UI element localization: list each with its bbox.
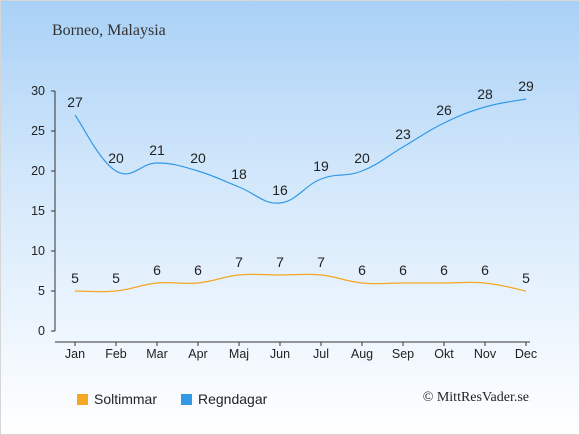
data-label-soltimmar: 5 bbox=[71, 270, 79, 286]
data-label-regndagar: 26 bbox=[436, 102, 452, 118]
chart-title: Borneo, Malaysia bbox=[52, 22, 166, 39]
data-label-regndagar: 20 bbox=[108, 150, 124, 166]
y-tick-label: 20 bbox=[31, 164, 45, 178]
x-tick-label: Jun bbox=[270, 347, 290, 361]
x-tick-label: Jul bbox=[313, 347, 329, 361]
data-label-regndagar: 20 bbox=[190, 150, 206, 166]
data-label-soltimmar: 6 bbox=[194, 262, 202, 278]
data-label-soltimmar: 6 bbox=[153, 262, 161, 278]
x-tick-label: Feb bbox=[105, 347, 127, 361]
data-label-regndagar: 20 bbox=[354, 150, 370, 166]
x-tick-label: Maj bbox=[229, 347, 249, 361]
data-label-soltimmar: 6 bbox=[399, 262, 407, 278]
data-label-regndagar: 19 bbox=[313, 158, 329, 174]
data-label-soltimmar: 6 bbox=[481, 262, 489, 278]
legend-label-soltimmar: Soltimmar bbox=[94, 391, 158, 407]
data-label-soltimmar: 6 bbox=[440, 262, 448, 278]
x-tick-label: Sep bbox=[392, 347, 414, 361]
data-label-soltimmar: 7 bbox=[235, 254, 243, 270]
data-label-regndagar: 28 bbox=[477, 86, 493, 102]
legend-item-regndagar: Regndagar bbox=[181, 391, 267, 407]
data-label-regndagar: 29 bbox=[518, 78, 534, 94]
legend-label-regndagar: Regndagar bbox=[198, 391, 268, 407]
data-label-regndagar: 27 bbox=[67, 94, 83, 110]
data-label-soltimmar: 5 bbox=[522, 270, 530, 286]
y-tick-label: 25 bbox=[31, 124, 45, 138]
y-tick-label: 10 bbox=[31, 244, 45, 258]
data-label-regndagar: 18 bbox=[231, 166, 247, 182]
x-tick-label: Nov bbox=[474, 347, 497, 361]
data-label-soltimmar: 7 bbox=[317, 254, 325, 270]
x-tick-label: Dec bbox=[515, 347, 537, 361]
legend-swatch-regndagar bbox=[181, 393, 192, 405]
x-tick-label: Mar bbox=[146, 347, 168, 361]
series-line-regndagar bbox=[74, 98, 527, 204]
legend-item-soltimmar: Soltimmar bbox=[77, 391, 157, 407]
data-label-regndagar: 21 bbox=[149, 142, 165, 158]
data-label-soltimmar: 6 bbox=[358, 262, 366, 278]
data-label-soltimmar: 7 bbox=[276, 254, 284, 270]
x-tick-label: Okt bbox=[434, 347, 454, 361]
data-label-regndagar: 23 bbox=[395, 126, 411, 142]
data-label-soltimmar: 5 bbox=[112, 270, 120, 286]
x-tick-label: Jan bbox=[65, 347, 85, 361]
data-label-regndagar: 16 bbox=[272, 182, 288, 198]
y-tick-label: 30 bbox=[31, 84, 45, 98]
series-line-soltimmar bbox=[74, 273, 527, 293]
x-tick-label: Apr bbox=[188, 347, 207, 361]
x-tick-label: Aug bbox=[351, 347, 373, 361]
y-tick-label: 0 bbox=[38, 324, 45, 338]
legend-swatch-soltimmar bbox=[77, 393, 88, 405]
copyright-text: © MittResVader.se bbox=[422, 390, 529, 405]
y-tick-label: 15 bbox=[31, 204, 45, 218]
y-tick-label: 5 bbox=[38, 284, 45, 298]
